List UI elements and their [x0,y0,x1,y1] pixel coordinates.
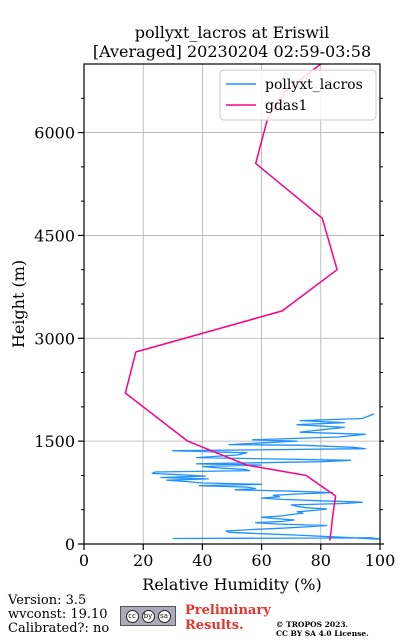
x-tick-label: 40 [192,551,212,570]
y-tick-label: 0 [65,535,75,554]
cc-license-icon: cc by sa [120,606,176,626]
axis-ticks: 0 20 40 60 80 100 0 1500 3000 4500 6000 [34,97,396,570]
copyright-line-2: CC BY SA 4.0 License. [276,629,369,638]
x-tick-label: 20 [133,551,153,570]
legend-label-gdas1: gdas1 [265,98,307,114]
chart-title-line-1: pollyxt_lacros at Eriswil [135,23,329,42]
x-tick-label: 0 [79,551,89,570]
grid-lines [83,64,381,545]
series-line-gdas1 [124,63,338,541]
x-tick-label: 100 [365,551,396,570]
y-tick-label: 6000 [34,124,75,143]
preliminary-line-2: Results. [185,618,244,633]
y-tick-label: 3000 [34,329,75,348]
legend-box [219,69,377,121]
wvconst-text: wvconst: 19.10 [8,607,108,622]
calibrated-text: Calibrated?: no [8,621,110,636]
legend: pollyxt_lacros gdas1 [219,69,377,121]
series-layer [124,63,381,541]
x-tick-label: 60 [251,551,271,570]
x-axis-label: Relative Humidity (%) [142,575,321,594]
chart-title-line-2: [Averaged] 20230204 02:59-03:58 [93,42,371,61]
preliminary-notice: Preliminary Results. [185,603,271,633]
copyright-line-1: © TROPOS 2023. [276,620,349,629]
by-icon: by [141,609,155,623]
plot-frame [83,63,381,545]
chart-area: pollyxt_lacros at Eriswil [Averaged] 202… [9,23,396,594]
y-axis-label: Height (m) [9,260,28,348]
copyright-notice: © TROPOS 2023. CC BY SA 4.0 License. [276,620,369,638]
cc-icon: cc [125,609,139,623]
y-tick-label: 4500 [34,226,75,245]
preliminary-line-1: Preliminary [185,603,271,618]
series-line-pollyxt_lacros [151,413,381,540]
legend-label-pollyxt: pollyxt_lacros [265,77,363,93]
x-tick-label: 80 [311,551,331,570]
sa-icon: sa [157,609,171,623]
y-tick-label: 1500 [34,432,75,451]
version-text: Version: 3.5 [8,593,87,608]
